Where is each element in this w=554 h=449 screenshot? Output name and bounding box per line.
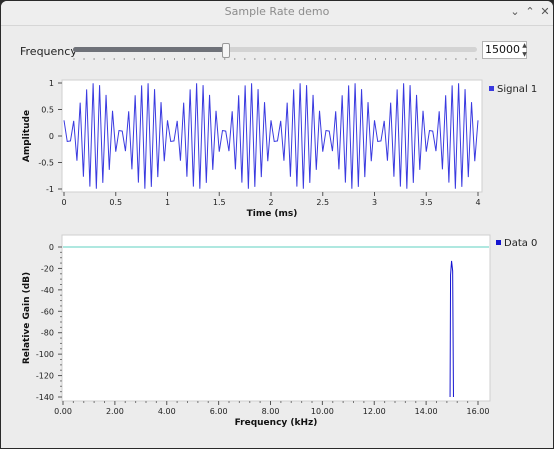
spin-up-icon[interactable]: ▲ [522, 42, 527, 49]
freq-x-tick-label: 2.00 [106, 407, 124, 416]
time-y-tick-label: 1 [49, 79, 54, 88]
freq-x-tick-label: 0.00 [54, 407, 72, 416]
freq-x-tick-label: 14.00 [415, 407, 438, 416]
time-x-tick-label: 2.5 [316, 198, 329, 207]
freq-y-tick-label: -100 [36, 350, 54, 359]
freq-x-tick-label: 12.00 [363, 407, 386, 416]
frequency-label: Frequency [20, 45, 77, 58]
freq-y-tick-label: 0 [49, 243, 54, 252]
freq-y-tick-label: -80 [41, 329, 54, 338]
time-x-tick-label: 3.5 [420, 198, 433, 207]
freq-y-tick-label: -40 [41, 286, 54, 295]
time-x-tick-label: 1 [165, 198, 170, 207]
time-x-tick-label: 1.5 [213, 198, 226, 207]
spinbox-buttons: ▲ ▼ [520, 41, 529, 59]
freq-x-tick-label: 10.00 [311, 407, 334, 416]
time-plot-area [61, 79, 483, 193]
signal-1-legend-swatch [489, 86, 494, 91]
data-0-legend-swatch [496, 240, 501, 245]
close-icon[interactable]: ✕ [540, 5, 550, 18]
freq-x-tick-label: 4.00 [158, 407, 176, 416]
chevron-down-icon[interactable]: ⌄ [510, 5, 520, 18]
frequency-slider-handle[interactable] [221, 43, 230, 58]
freq-y-tick-label: -140 [36, 393, 54, 402]
frequency-plot-area [61, 234, 491, 402]
freq-x-tick-label: 8.00 [262, 407, 280, 416]
time-y-tick-label: -0.5 [38, 159, 54, 168]
time-x-tick-label: 4 [475, 198, 480, 207]
data-0-series-line [449, 260, 454, 398]
frequency-ylabel: Relative Gain (dB) [22, 272, 32, 364]
time-y-tick-label: 0.5 [41, 106, 54, 115]
chevron-up-icon[interactable]: ⌃ [525, 5, 535, 18]
time-xlabel: Time (ms) [247, 209, 298, 219]
freq-x-tick-label: 6.00 [210, 407, 228, 416]
time-x-tick-label: 0.5 [109, 198, 122, 207]
signal-1-series-line [63, 83, 479, 189]
time-x-tick-label: 3 [372, 198, 377, 207]
frequency-spinbox[interactable]: 15000 [482, 41, 527, 59]
frequency-slider-ticks [73, 58, 477, 60]
title-bar: Sample Rate demo ⌄ ⌃ ✕ [1, 1, 553, 26]
time-ylabel: Amplitude [22, 110, 32, 162]
time-plot: 0 0.5 1 1.5 2 2.5 3 3.5 4 10.50-0.5-1 Time (ms) … [22, 79, 537, 219]
frequency-control: Frequency 15000 ▲ ▼ [1, 37, 553, 67]
freq-x-tick-label: 16.00 [467, 407, 490, 416]
signal-1-legend-label: Signal 1 [497, 84, 537, 95]
time-y-tick-label: -1 [46, 185, 54, 194]
spin-down-icon[interactable]: ▼ [522, 51, 527, 58]
window-title: Sample Rate demo [224, 5, 330, 18]
time-y-tick-label: 0 [49, 132, 54, 141]
freq-y-tick-label: -60 [41, 307, 54, 316]
frequency-xlabel: Frequency (kHz) [235, 418, 318, 428]
frequency-slider-track[interactable] [73, 47, 477, 52]
frequency-slider-fill [73, 47, 225, 52]
frequency-plot: 0.00 2.00 4.00 6.00 8.00 10.00 12.00 14.00 16.00… [22, 234, 537, 428]
time-x-tick-label: 0 [61, 198, 66, 207]
freq-y-tick-label: -120 [36, 372, 54, 381]
freq-y-tick-label: -20 [41, 264, 54, 273]
data-0-legend-label: Data 0 [504, 238, 537, 249]
time-x-tick-label: 2 [268, 198, 273, 207]
